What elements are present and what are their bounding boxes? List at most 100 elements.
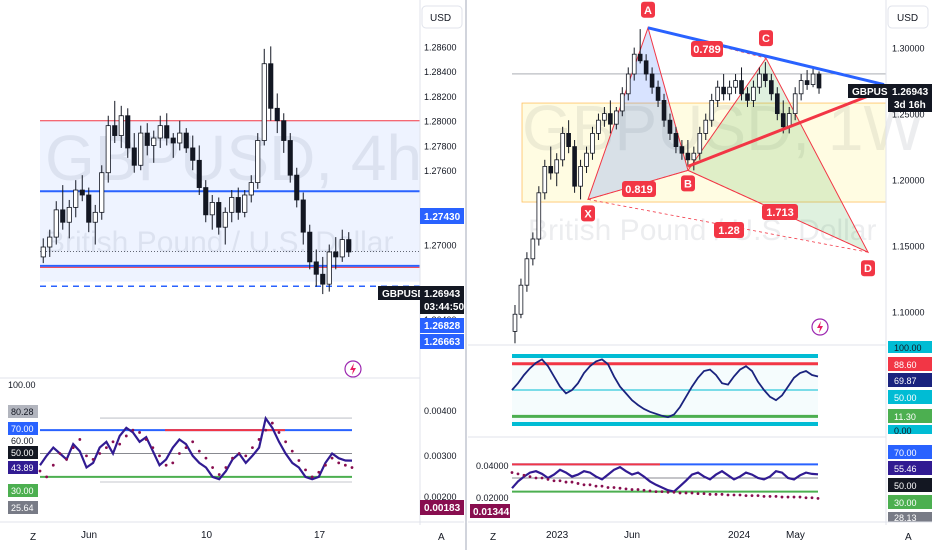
left-candle-body <box>60 209 66 223</box>
left-candle-body <box>229 197 235 213</box>
right-candle-body <box>578 165 583 187</box>
right-osc2-label-2: 55.46 <box>894 464 917 474</box>
right-auto-scale-icon[interactable]: A <box>905 532 912 543</box>
right-osc2-dot <box>660 490 664 493</box>
right-osc2-dot <box>522 473 526 477</box>
right-osc2-dot <box>558 479 562 483</box>
right-osc2-dot <box>708 492 712 496</box>
left-candle-body <box>261 63 267 141</box>
left-candle-body <box>255 140 261 184</box>
right-osc2-dot <box>546 477 550 481</box>
right-zoom-icon[interactable]: Z <box>490 532 496 543</box>
left-osc-dot <box>197 449 201 453</box>
right-osc2-left-tick-1: 0.04000 <box>476 461 509 471</box>
right-candle-body <box>542 165 548 194</box>
right-oscillator-1: 100.00 88.60 69.87 50.00 11.30 0.00 <box>511 341 932 436</box>
right-osc1-label-6: 0.00 <box>894 426 912 436</box>
harmonic-point-b-box <box>681 175 695 192</box>
left-candle-body <box>320 273 326 285</box>
left-osc-dot <box>264 428 268 432</box>
right-osc2-dot <box>510 471 514 474</box>
right-osc2-label-3: 50.00 <box>894 481 917 491</box>
left-candles <box>40 46 352 295</box>
left-level-tag-1 <box>420 208 464 224</box>
right-price-tick: 1.30000 <box>892 44 925 54</box>
right-candle-body <box>590 132 595 154</box>
harmonic-point-a-box <box>641 1 655 18</box>
left-candle-body <box>53 209 59 238</box>
right-candle-body <box>804 80 810 85</box>
right-osc1-label-5: 11.30 <box>894 412 916 422</box>
left-zoom-icon[interactable]: Z <box>30 532 36 543</box>
left-osc-mid-label: 60.00 <box>11 436 34 446</box>
left-auto-scale-icon[interactable]: A <box>438 532 445 543</box>
right-osc2-dot <box>672 490 676 494</box>
left-osc-dot <box>91 457 95 461</box>
right-osc2-dot <box>624 487 628 491</box>
right-candle-body <box>619 93 625 112</box>
left-candle-body <box>242 194 248 213</box>
right-currency-box[interactable] <box>887 5 929 29</box>
right-candle-body <box>530 238 536 260</box>
left-candle-body <box>190 147 196 161</box>
right-time-axis[interactable]: Z 2023 Jun 2024 May A <box>490 530 912 543</box>
right-time-label-2: Jun <box>624 530 640 541</box>
left-candle-body <box>112 125 118 136</box>
left-osc-dot <box>244 454 248 458</box>
right-candle-body <box>709 100 715 121</box>
harmonic-point-x-box <box>581 205 595 222</box>
right-candle-body <box>512 313 518 332</box>
harmonic-point-x: X <box>584 208 592 220</box>
right-lightning-icon[interactable] <box>811 318 829 336</box>
left-osc-right-tick-2: 0.00300 <box>424 451 457 461</box>
left-candle-body <box>151 137 157 146</box>
left-osc-dot <box>158 454 161 458</box>
left-price-tick: 1.28200 <box>424 92 457 102</box>
right-osc2-line <box>511 465 819 493</box>
right-osc2-dot <box>582 483 586 487</box>
left-candle-body <box>346 239 352 253</box>
harmonic-point-b: B <box>684 178 692 190</box>
right-candles <box>512 29 822 344</box>
left-price-tick: 1.28400 <box>424 67 457 77</box>
left-osc-dot <box>343 463 347 467</box>
right-osc1-line <box>511 358 819 419</box>
left-osc-dot <box>270 421 274 425</box>
right-osc2-label-4: 30.00 <box>894 498 917 508</box>
left-osc-dot <box>337 461 341 465</box>
right-price-axis[interactable]: USD 1.300001.250001.200001.150001.10000 … <box>848 5 932 318</box>
right-osc2-dot <box>654 490 658 493</box>
left-currency-box[interactable] <box>421 5 463 29</box>
left-osc-dot <box>317 470 321 474</box>
left-price-axis[interactable]: USD 1.28600 1.28400 1.28200 1.28000 1.27800 1… <box>378 5 464 349</box>
right-candle-body <box>596 119 601 134</box>
left-candle-body <box>268 63 274 109</box>
left-osc-dot <box>184 446 188 450</box>
left-osc-dot <box>71 446 75 450</box>
harmonic-point-d-box <box>861 260 875 277</box>
right-candle-body <box>631 53 637 75</box>
left-time-label-1: Jun <box>81 530 97 541</box>
left-candle-body <box>326 251 332 285</box>
left-osc-dot <box>297 459 301 462</box>
harmonic-xb-line <box>587 169 689 200</box>
right-osc2-dot <box>738 493 742 497</box>
right-price-box <box>888 84 932 112</box>
left-time-axis[interactable]: Z Jun 10 17 A <box>30 530 445 543</box>
right-osc2-label-1: 70.00 <box>894 448 917 458</box>
left-osc-dot <box>191 440 195 444</box>
left-candle-body <box>203 187 209 216</box>
right-osc2-value-label: 0.01344 <box>473 507 510 518</box>
left-osc-dot <box>138 431 141 434</box>
left-osc-dot <box>350 466 354 469</box>
left-lightning-icon[interactable] <box>344 360 362 378</box>
right-osc2-dot <box>630 488 634 491</box>
left-osc-label-5: 30.00 <box>11 486 34 496</box>
left-symbol-tag: GBPUSD <box>378 286 425 300</box>
left-candle-body <box>118 115 124 136</box>
harmonic-ratio-ac: 0.789 <box>693 44 721 56</box>
left-osc-value-box <box>420 500 464 515</box>
right-osc2-dot <box>612 486 616 489</box>
left-price-tick: 1.28000 <box>424 117 457 127</box>
